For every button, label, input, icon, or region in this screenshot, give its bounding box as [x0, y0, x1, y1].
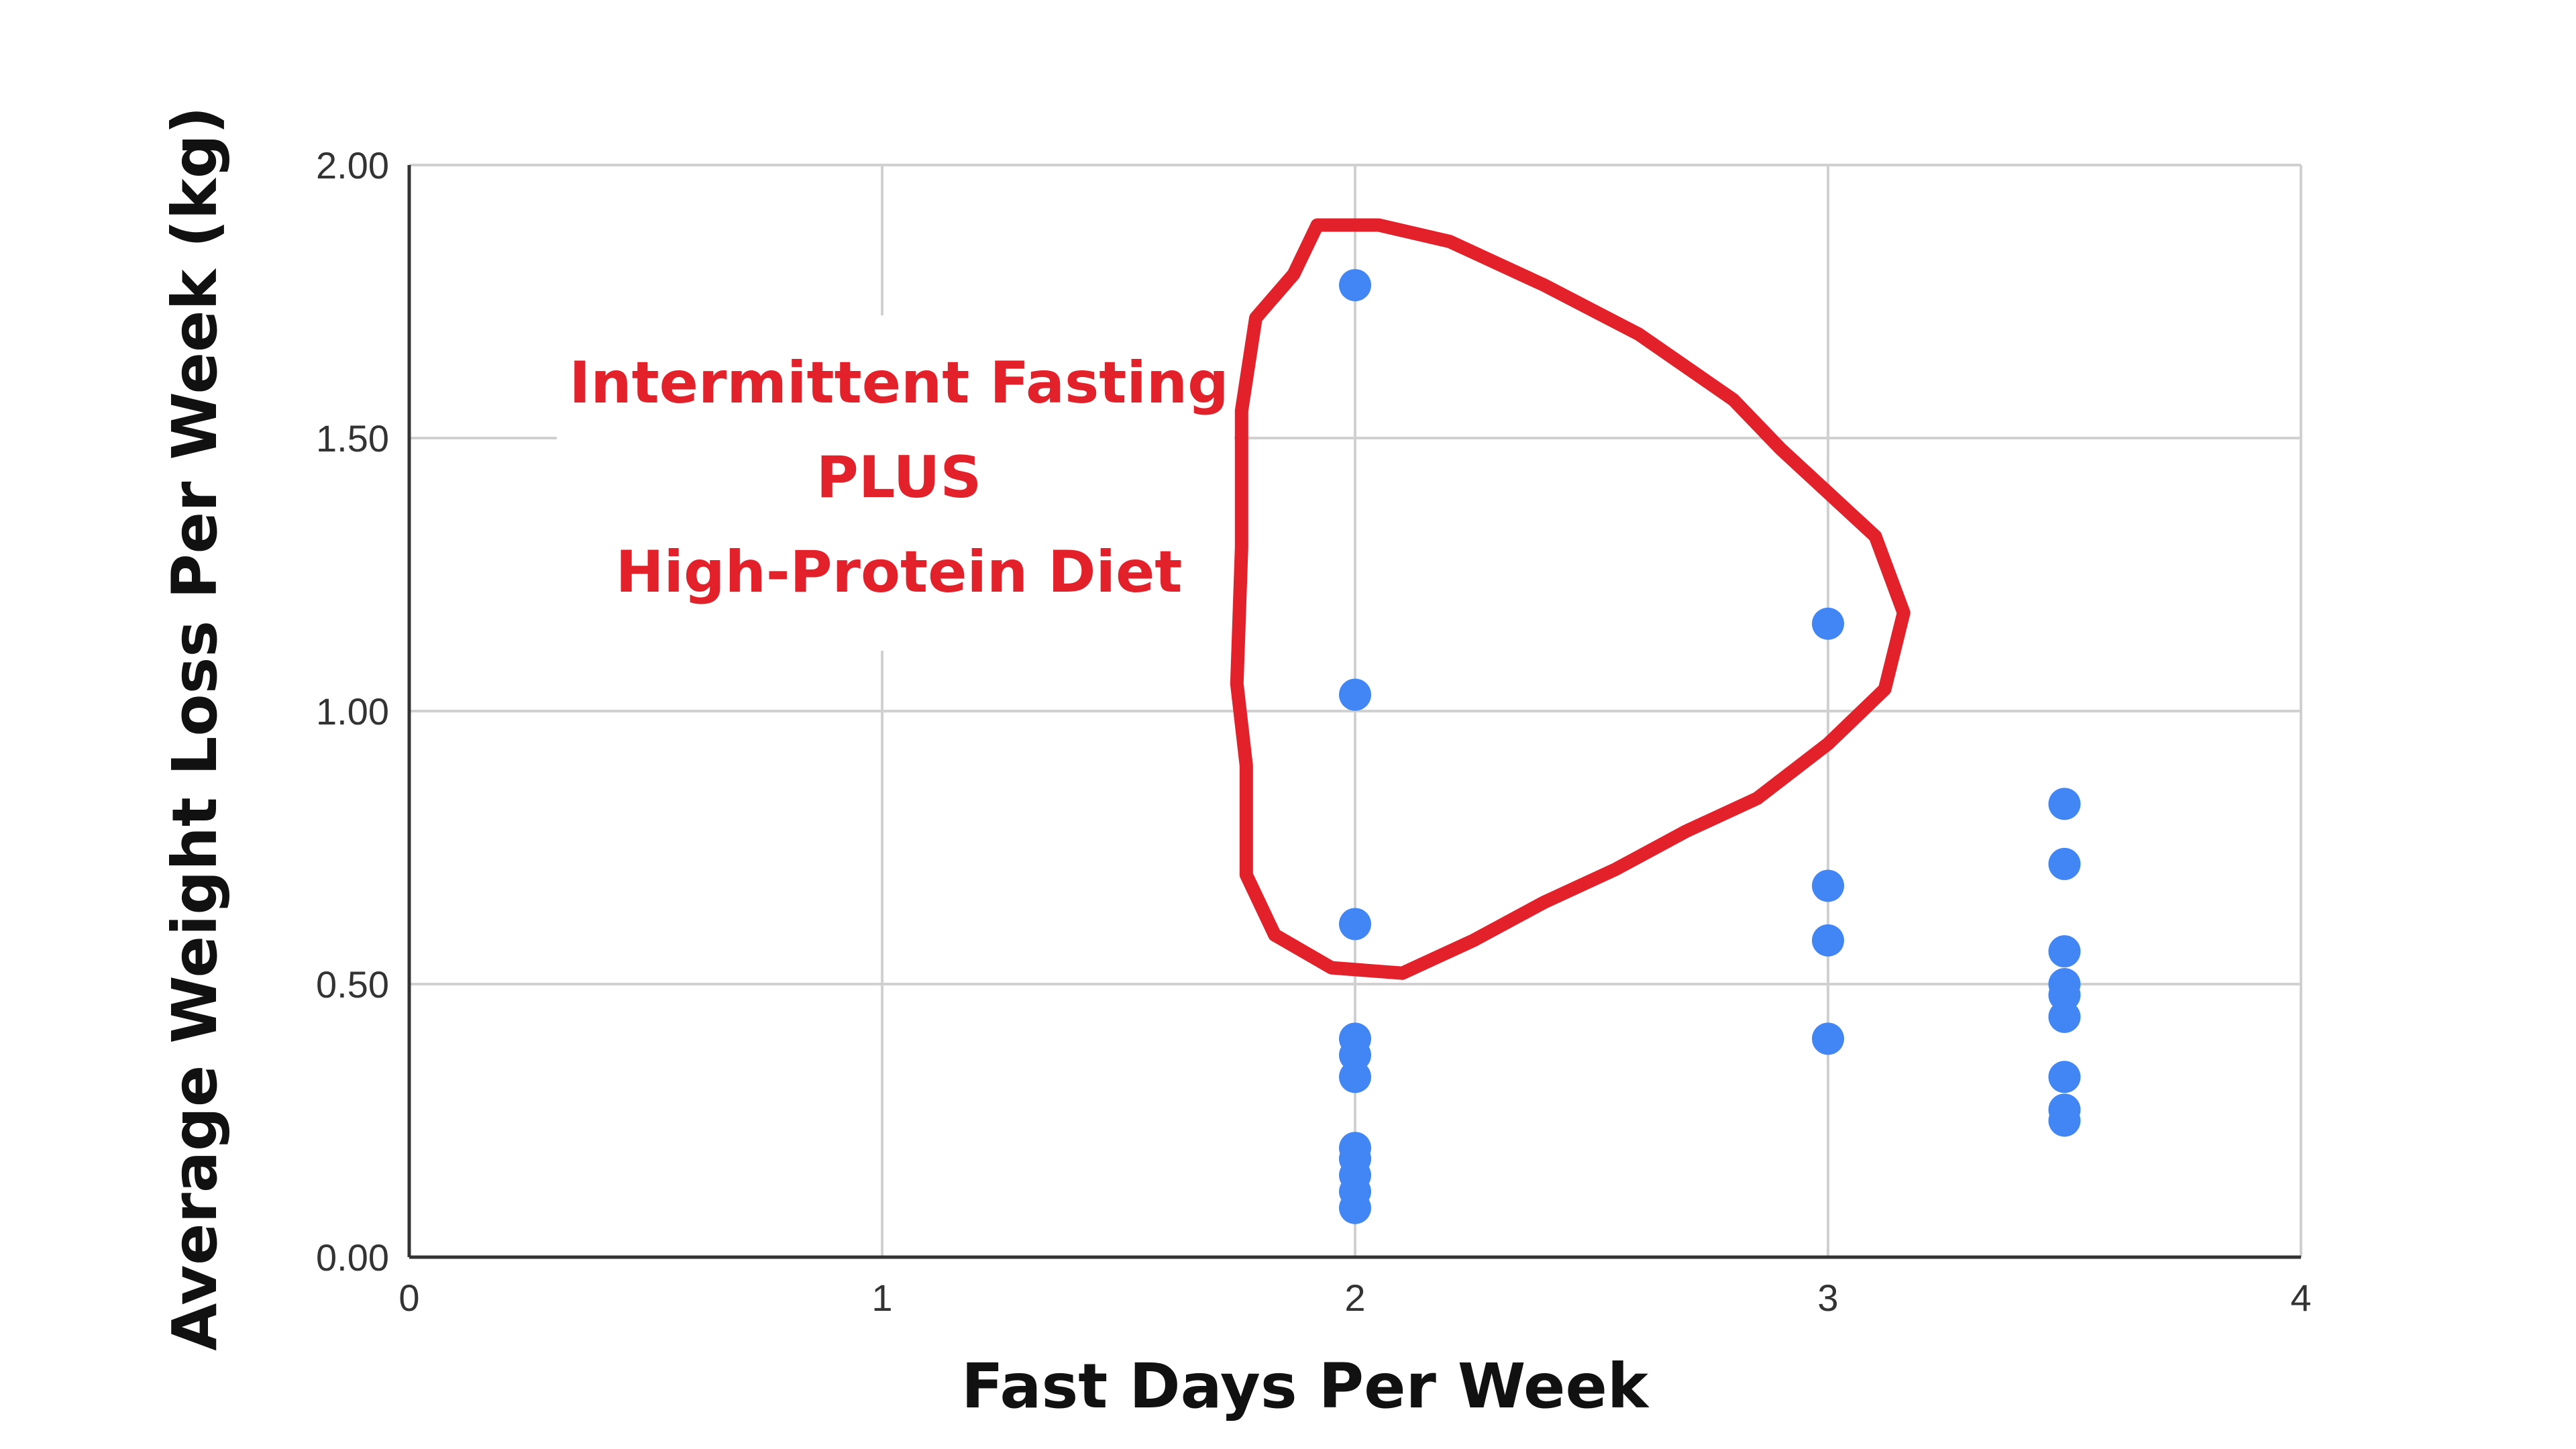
data-point: [1339, 678, 1371, 711]
data-point: [1339, 269, 1371, 302]
annotation-text-background: [557, 315, 1234, 651]
data-point: [2048, 935, 2081, 968]
annotation-background: [557, 315, 1234, 651]
data-point: [2048, 1104, 2081, 1137]
y-tick-label: 0.00: [316, 1236, 389, 1279]
x-tick-label: 3: [1817, 1277, 1838, 1319]
x-tick-label: 4: [2290, 1277, 2311, 1319]
data-point: [2048, 1061, 2081, 1093]
x-tick-label: 0: [398, 1277, 419, 1319]
data-point: [2048, 1000, 2081, 1033]
text-layer: Fast Days Per Week Average Weight Loss P…: [159, 106, 1650, 1422]
y-tick-label: 1.00: [316, 690, 389, 733]
y-tick-label: 1.50: [316, 417, 389, 460]
y-axis-title: Average Weight Loss Per Week (kg): [159, 106, 231, 1350]
annotation-line-3: High-Protein Diet: [616, 539, 1183, 606]
data-point: [2048, 847, 2081, 880]
data-point: [1339, 1061, 1371, 1093]
y-tick-label: 0.50: [316, 963, 389, 1006]
data-point: [2048, 788, 2081, 820]
axis-layer: 0 1 2 3 4 0.00 0.50 1.00 1.50 2.00: [316, 144, 2312, 1319]
x-tick-label: 1: [871, 1277, 892, 1319]
data-point: [1812, 924, 1844, 957]
annotation-line-1: Intermittent Fasting: [569, 350, 1228, 417]
y-tick-label: 2.00: [316, 144, 389, 186]
data-point: [1812, 1022, 1844, 1055]
x-tick-label: 2: [1344, 1277, 1365, 1319]
data-point: [1339, 908, 1371, 941]
data-point: [1339, 1191, 1371, 1224]
x-axis-title: Fast Days Per Week: [961, 1350, 1650, 1422]
highlight-loop-layer: [1230, 218, 1911, 980]
data-point: [1812, 869, 1844, 902]
data-point: [1812, 607, 1844, 640]
highlight-loop: [1230, 218, 1911, 980]
point-layer: [1339, 269, 2081, 1224]
annotation-line-2: PLUS: [816, 444, 982, 511]
